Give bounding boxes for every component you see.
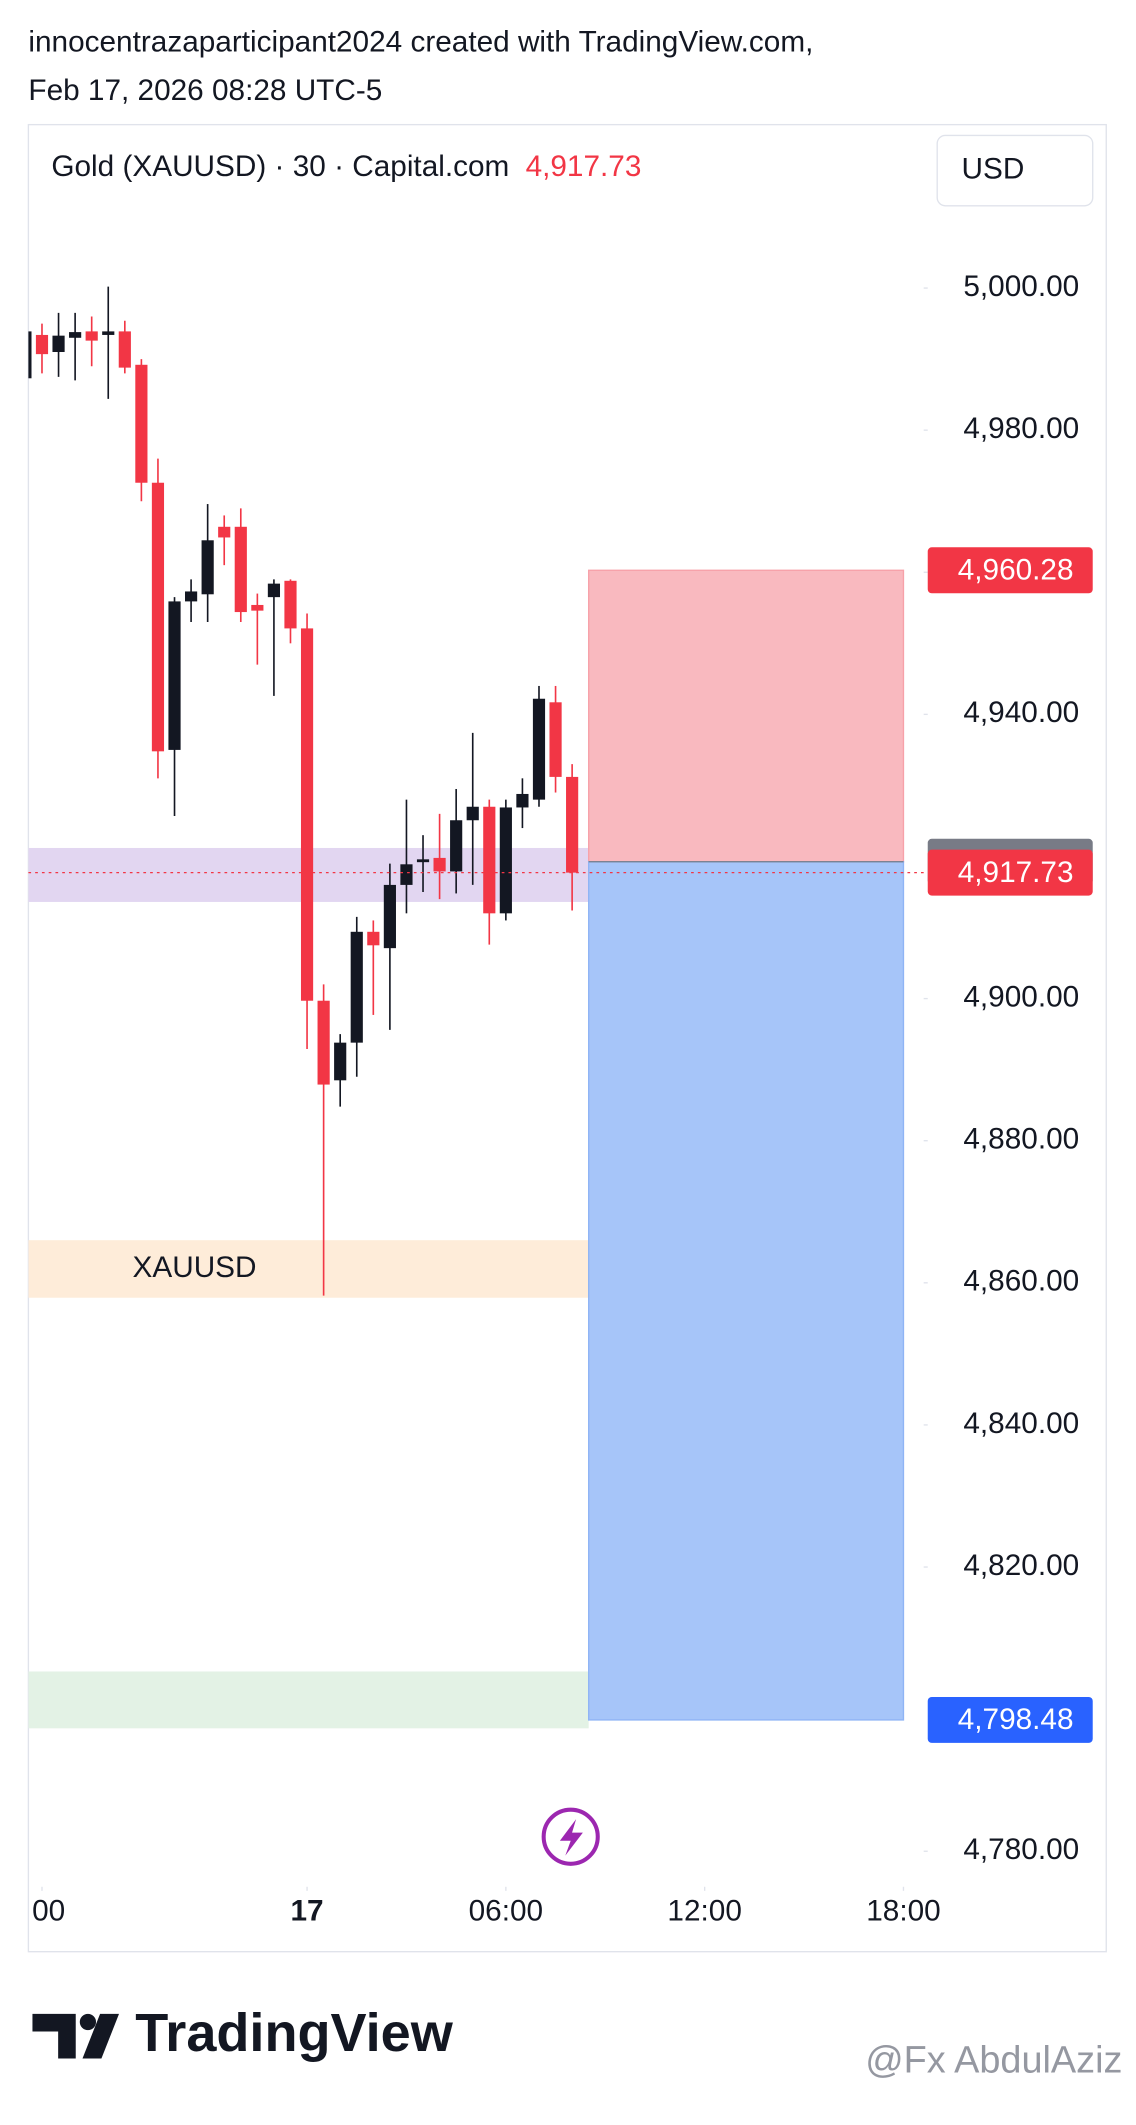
- y-tick-label: 4,980.00: [963, 412, 1079, 445]
- candle-body: [466, 806, 479, 821]
- price-tag-label: 4,798.48: [958, 1703, 1074, 1736]
- zone: [28, 1240, 605, 1298]
- y-tick-label: 4,900.00: [963, 980, 1079, 1013]
- candle-body: [52, 335, 65, 352]
- price-tag: [927, 849, 1093, 896]
- y-tick-label: 5,000.00: [963, 270, 1079, 303]
- price-pane: XAUUSD: [28, 286, 905, 1729]
- author-line: innocentrazaparticipant2024 created with…: [28, 25, 813, 58]
- candle-body: [483, 806, 496, 914]
- candle-body: [383, 884, 396, 949]
- candle-body: [300, 628, 314, 1001]
- symbol-title: Gold (XAUUSD) · 30 · Capital.com 4,917.73: [51, 150, 641, 183]
- y-tick-label: 4,940.00: [963, 696, 1079, 729]
- x-tick-label: 17: [291, 1894, 324, 1927]
- candle-body: [118, 331, 131, 368]
- replay-icon[interactable]: [541, 1807, 600, 1866]
- candle-body: [85, 331, 98, 341]
- x-tick-label: 18:00: [866, 1894, 940, 1927]
- candle-body: [499, 807, 512, 914]
- candle-body: [516, 793, 529, 808]
- candle-body: [334, 1042, 347, 1081]
- candle-body: [151, 482, 165, 752]
- candle-body: [102, 331, 115, 335]
- symbol-name: Gold (XAUUSD) · 30 · Capital.com: [51, 150, 509, 183]
- last-price: 4,917.73: [526, 150, 642, 183]
- candle-body: [218, 526, 231, 538]
- y-tick-label: 4,860.00: [963, 1265, 1079, 1298]
- stop-zone: [588, 569, 905, 863]
- price-tag-label: 4,960.28: [958, 553, 1074, 586]
- candle-body: [185, 591, 198, 602]
- chart-frame: [27, 123, 1107, 1953]
- price-tag: [927, 1696, 1093, 1743]
- candle-body: [549, 702, 562, 777]
- price-tag-label: 4,917.73: [958, 856, 1074, 889]
- candle-body: [532, 698, 546, 800]
- zone-label: XAUUSD: [133, 1251, 257, 1284]
- candle-body: [367, 931, 380, 946]
- candle-body: [251, 604, 264, 611]
- logo-text: TradingView: [135, 2003, 453, 2063]
- currency-button[interactable]: [936, 134, 1094, 207]
- target-zone: [588, 861, 905, 1721]
- y-tick-label: 4,840.00: [963, 1407, 1079, 1440]
- candle-body: [69, 332, 82, 338]
- x-tick-label: 12:00: [667, 1894, 741, 1927]
- candle-body: [284, 580, 297, 629]
- x-tick-label: 00: [32, 1894, 65, 1927]
- candle-body: [28, 331, 32, 379]
- candle-body: [35, 334, 49, 355]
- y-tick-label: 4,880.00: [963, 1123, 1079, 1156]
- y-tick-label: 4,820.00: [963, 1549, 1079, 1582]
- candle-body: [450, 820, 463, 872]
- y-tick-label: 4,780.00: [963, 1833, 1079, 1866]
- candle-body: [350, 931, 363, 1043]
- candle-body: [433, 857, 446, 872]
- candle-body: [400, 864, 413, 885]
- candle-body: [267, 583, 281, 598]
- price-tag: [927, 547, 1093, 594]
- candle-body: [201, 540, 214, 595]
- x-tick-label: 06:00: [469, 1894, 543, 1927]
- candle-body: [566, 776, 579, 873]
- date-line: Feb 17, 2026 08:28 UTC-5: [28, 74, 382, 107]
- candle-body: [317, 1000, 330, 1085]
- currency-label[interactable]: USD: [962, 152, 1025, 185]
- candle-body: [168, 601, 181, 750]
- candle-body: [234, 526, 247, 613]
- candle-body: [135, 364, 148, 483]
- zone: [28, 1671, 589, 1729]
- tradingview-logo: TradingView: [32, 2003, 454, 2063]
- watermark: @Fx AbdulAziz: [865, 2040, 1122, 2082]
- candle-body: [416, 859, 430, 863]
